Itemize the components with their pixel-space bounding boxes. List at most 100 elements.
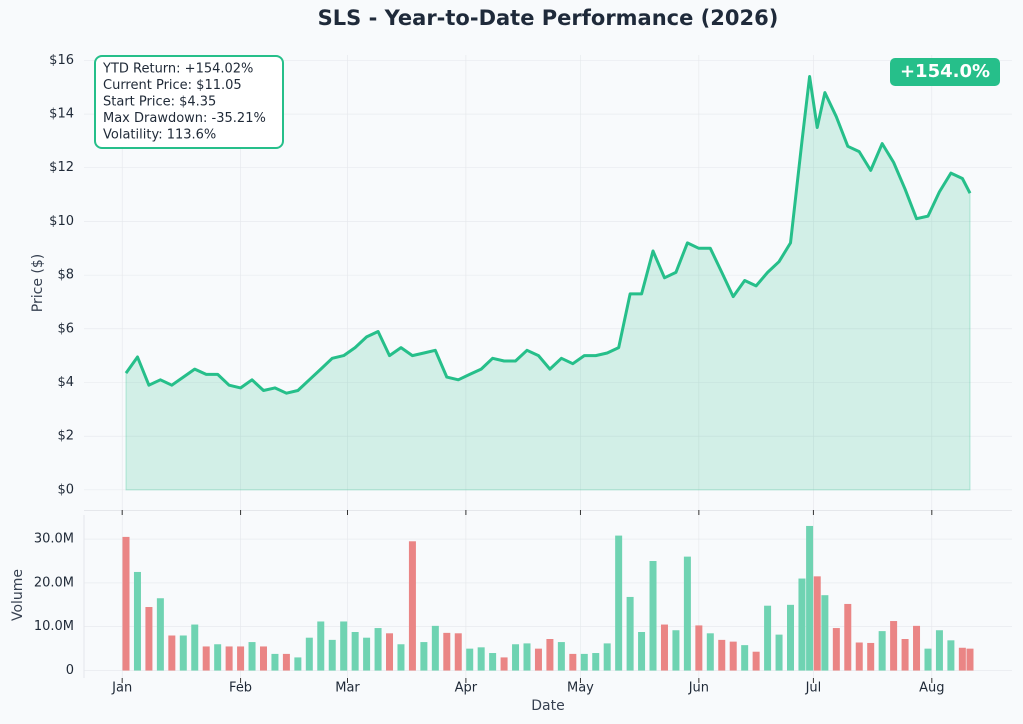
volume-bar [603,643,611,671]
volume-bar [832,628,840,671]
x-axis-label: Date [531,698,564,714]
volume-bar [924,648,932,671]
volume-bar [214,644,222,671]
volume-bar [443,632,451,671]
x-tick-label: Jan [111,681,132,696]
x-tick-label: Feb [229,681,252,696]
volume-bar [363,637,371,671]
volume-bar [351,631,359,671]
volume-bar [615,535,623,671]
x-tick-label: Aug [919,681,944,696]
volume-bar [191,624,199,671]
volume-bar [844,603,852,671]
volume-bar [420,642,428,671]
volume-bar [168,635,176,671]
stats-line: Max Drawdown: -35.21% [103,111,266,126]
y-tick-label: $10 [49,214,74,229]
stats-line: Start Price: $4.35 [103,95,216,110]
price-line [124,75,972,395]
y-tick-label: $12 [49,160,74,175]
volume-bar [500,657,508,671]
volume-bar [775,634,783,671]
y-tick-label: $6 [57,321,74,336]
volume-bar [821,595,829,671]
volume-bar [523,643,531,671]
volume-bar [294,657,302,671]
volume-bar [660,624,668,671]
volume-bar [913,625,921,671]
volume-bar [282,653,290,671]
volume-bar [271,653,279,671]
volume-bar [935,630,943,671]
volume-bar [569,653,577,671]
volume-bar [855,642,863,671]
y-tick-label: $16 [49,53,74,68]
volume-bar [729,641,737,671]
volume-bar [947,640,955,671]
volume-bar [328,639,336,671]
volume-bar [695,625,703,671]
volume-bar [431,625,439,671]
y-axis-label: Price ($) [30,254,46,312]
volume-bar [592,653,600,671]
volume-bar [813,576,821,671]
volume-tick-label: 30.0M [34,532,74,547]
volume-bar [248,642,256,671]
y-tick-label: $8 [57,268,74,283]
badge: +154.0% [900,61,990,82]
volume-bar [386,633,394,671]
volume-bar [867,642,875,671]
stats-line: Volatility: 113.6% [103,128,216,143]
volume-bar [340,621,348,671]
volume-bar [626,596,634,671]
volume-bar [890,621,898,671]
volume-bar [966,648,974,671]
x-tick-label: Apr [455,681,478,696]
volume-bar [408,541,416,671]
volume-bar [305,637,313,671]
volume-bar [878,631,886,671]
badge-box [890,58,1000,86]
volume-bar [512,644,520,671]
volume-bar [374,628,382,671]
volume-bar [741,645,749,671]
volume-bar [466,648,474,671]
volume-bar [798,578,806,671]
chart-title: SLS - Year-to-Date Performance (2026) [318,6,779,30]
volume-bar [580,653,588,671]
x-tick-label: May [567,681,594,696]
volume-bar [683,556,691,671]
volume-bar [901,639,909,671]
x-tick-label: Mar [335,681,360,696]
stats-line: YTD Return: +154.02% [102,62,253,77]
volume-bar [764,605,772,671]
volume-bar [225,646,233,671]
volume-bar [706,633,714,671]
volume-bar [557,642,565,671]
volume-bar [489,653,497,671]
volume-bar [752,651,760,671]
volume-bar [672,630,680,671]
volume-bar [477,647,485,671]
volume-bar [317,621,325,671]
volume-bar [958,647,966,671]
volume-bar [638,631,646,671]
volume-tick-label: 10.0M [34,619,74,634]
y-tick-label: $0 [57,482,74,497]
volume-bar [133,571,141,671]
volume-axis-label: Volume [10,569,26,621]
volume-bar [534,648,542,671]
volume-bar [649,561,657,671]
volume-bar [179,635,187,671]
volume-tick-label: 0 [66,663,74,678]
y-tick-label: $14 [49,107,74,122]
volume-bar [259,646,267,671]
volume-bar [237,646,245,671]
volume-bar [145,607,153,671]
volume-tick-label: 20.0M [34,575,74,590]
volume-bar [787,604,795,671]
y-tick-label: $4 [57,375,74,390]
volume-bar [156,598,164,671]
volume-bar [546,639,554,671]
